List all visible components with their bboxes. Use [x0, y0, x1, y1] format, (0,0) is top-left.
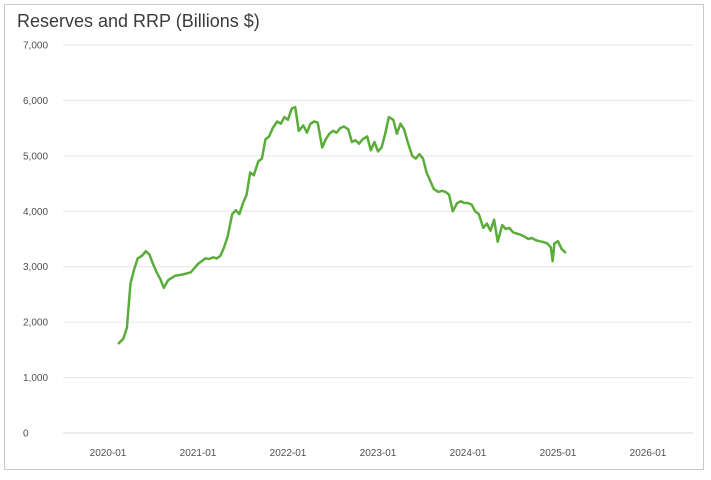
line-chart: 0 1,000 2,000 3,000 4,000 5,000 6,000 7,000 2020…	[23, 41, 693, 459]
y-tick-label: 4,000	[23, 207, 48, 218]
chart-title: Reserves and RRP (Billions $)	[17, 11, 260, 31]
y-tick-label: 6,000	[23, 96, 48, 107]
y-tick-label: 3,000	[23, 262, 48, 273]
y-tick-label: 1,000	[23, 373, 48, 384]
x-tick-label: 2021-01	[180, 448, 217, 459]
y-tick-label: 5,000	[23, 151, 48, 162]
x-tick-label: 2020-01	[90, 448, 127, 459]
x-tick-label: 2026-01	[630, 448, 667, 459]
y-tick-label: 7,000	[23, 41, 48, 52]
x-tick-label: 2022-01	[270, 448, 307, 459]
x-tick-label: 2025-01	[540, 448, 577, 459]
x-tick-label: 2023-01	[360, 448, 397, 459]
y-tick-label: 2,000	[23, 318, 48, 329]
series-line	[117, 105, 567, 345]
chart-frame: Reserves and RRP (Billions $) 0 1,000 2,00…	[4, 4, 704, 470]
y-tick-label: 0	[23, 429, 29, 440]
x-tick-label: 2024-01	[450, 448, 487, 459]
